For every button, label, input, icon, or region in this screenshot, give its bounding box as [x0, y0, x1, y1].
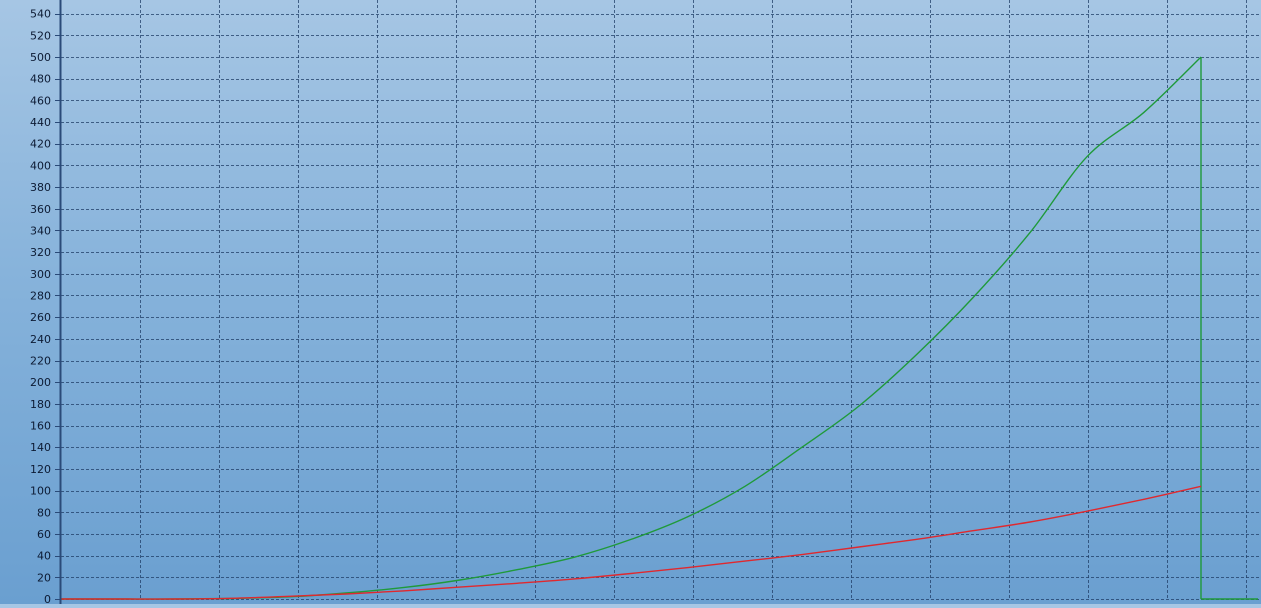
- series-1-point-3: [231, 598, 232, 599]
- series-1-point-8: [516, 583, 517, 584]
- series-0-point-9: [573, 557, 574, 558]
- y-tick-label-9: 180: [30, 398, 51, 411]
- series-0-point-20: [1200, 56, 1201, 57]
- y-tick-label-14: 280: [30, 289, 51, 302]
- series-0-point-12: [744, 486, 745, 487]
- series-1-point-1: [117, 598, 118, 599]
- y-tick-label-22: 440: [30, 116, 51, 129]
- series-0-point-21: [1200, 598, 1201, 599]
- series-0-point-10: [630, 539, 631, 540]
- series-0-point-6: [402, 587, 403, 588]
- y-tick-label-6: 120: [30, 463, 51, 476]
- y-axis-ticks: 0 20 40 60 80 100 120 140 160 180 200 220 240 260 280 3…: [30, 8, 61, 606]
- series-0-point-16: [972, 297, 973, 298]
- series-1-point-17: [1029, 521, 1030, 522]
- y-tick-label-20: 400: [30, 159, 51, 172]
- series-1-point-15: [915, 539, 916, 540]
- y-tick-label-26: 520: [30, 29, 51, 42]
- series-0-point-22: [1257, 598, 1258, 599]
- series-1-point-14: [858, 546, 859, 547]
- series-1-point-19: [1143, 499, 1144, 500]
- y-tick-label-16: 320: [30, 246, 51, 259]
- series-1-point-10: [630, 573, 631, 574]
- y-tick-label-3: 60: [37, 528, 51, 541]
- series-0-point-19: [1143, 112, 1144, 113]
- y-tick-label-17: 340: [30, 224, 51, 237]
- y-tick-label-4: 80: [37, 506, 51, 519]
- series-1-point-18: [1086, 511, 1087, 512]
- y-tick-label-5: 100: [30, 485, 51, 498]
- y-tick-label-23: 460: [30, 94, 51, 107]
- y-tick-label-24: 480: [30, 73, 51, 86]
- y-tick-label-7: 140: [30, 441, 51, 454]
- series-1-point-4: [288, 596, 289, 597]
- y-tick-label-8: 160: [30, 420, 51, 433]
- grid: [61, 0, 1261, 600]
- y-tick-label-2: 40: [37, 550, 51, 563]
- series-1-point-11: [687, 567, 688, 568]
- series-lines: [61, 56, 1258, 600]
- series-1-point-2: [174, 598, 175, 599]
- series-0-point-11: [687, 516, 688, 517]
- series-0-point-7: [459, 579, 460, 580]
- y-tick-label-27: 540: [30, 8, 51, 21]
- series-1-point-20: [1200, 486, 1201, 487]
- series-line-1: [61, 485, 1202, 600]
- series-1-point-6: [402, 590, 403, 591]
- y-tick-label-15: 300: [30, 268, 51, 281]
- series-0-point-13: [801, 447, 802, 448]
- series-1-point-12: [744, 561, 745, 562]
- series-1-point-16: [972, 530, 973, 531]
- series-1-point-9: [573, 578, 574, 579]
- y-tick-label-18: 360: [30, 203, 51, 216]
- series-1-point-13: [801, 554, 802, 555]
- series-0-point-15: [915, 355, 916, 356]
- series-0-point-8: [516, 569, 517, 570]
- y-tick-label-0: 0: [44, 593, 51, 604]
- series-1-point-5: [345, 593, 346, 594]
- series-0-point-14: [858, 405, 859, 406]
- series-line-0: [61, 56, 1258, 600]
- series-1-point-7: [459, 587, 460, 588]
- series-0-point-18: [1086, 156, 1087, 157]
- y-tick-label-1: 20: [37, 571, 51, 584]
- series-0-point-17: [1029, 232, 1030, 233]
- y-tick-label-21: 420: [30, 138, 51, 151]
- y-tick-label-10: 200: [30, 376, 51, 389]
- y-tick-label-25: 500: [30, 51, 51, 64]
- y-tick-label-13: 260: [30, 311, 51, 324]
- y-tick-label-12: 240: [30, 333, 51, 346]
- y-tick-label-11: 220: [30, 355, 51, 368]
- y-tick-label-19: 380: [30, 181, 51, 194]
